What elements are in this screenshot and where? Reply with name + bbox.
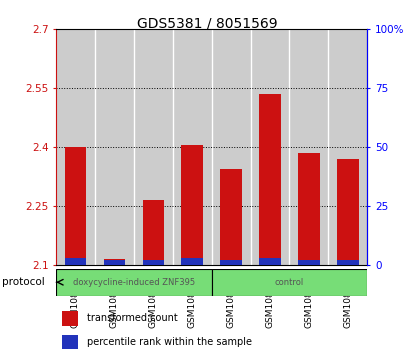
Text: control: control: [275, 278, 304, 287]
Bar: [337, 159, 359, 265]
Bar: [104, 260, 125, 265]
Bar: [181, 145, 203, 265]
Bar: [56, 269, 212, 296]
Bar: [298, 153, 320, 265]
Bar: [65, 147, 86, 265]
Bar: [251, 29, 289, 265]
Text: doxycycline-induced ZNF395: doxycycline-induced ZNF395: [73, 278, 195, 287]
Text: GDS5381 / 8051569: GDS5381 / 8051569: [137, 16, 278, 30]
Text: transformed count: transformed count: [87, 313, 178, 323]
Bar: [134, 29, 173, 265]
Bar: [259, 258, 281, 265]
Bar: [298, 260, 320, 265]
Bar: [143, 200, 164, 265]
Bar: [95, 29, 134, 265]
Bar: [56, 29, 95, 265]
Bar: [212, 29, 251, 265]
Bar: [65, 258, 86, 265]
Bar: [337, 260, 359, 265]
Bar: [212, 269, 367, 296]
Bar: [104, 259, 125, 265]
Bar: [328, 29, 367, 265]
Bar: [220, 260, 242, 265]
Bar: [181, 258, 203, 265]
Text: percentile rank within the sample: percentile rank within the sample: [87, 337, 252, 347]
Bar: [62, 335, 78, 350]
Bar: [173, 29, 212, 265]
Bar: [259, 94, 281, 265]
Bar: [220, 169, 242, 265]
Bar: [143, 260, 164, 265]
Text: protocol: protocol: [2, 277, 45, 287]
Bar: [289, 29, 328, 265]
Bar: [62, 311, 78, 326]
